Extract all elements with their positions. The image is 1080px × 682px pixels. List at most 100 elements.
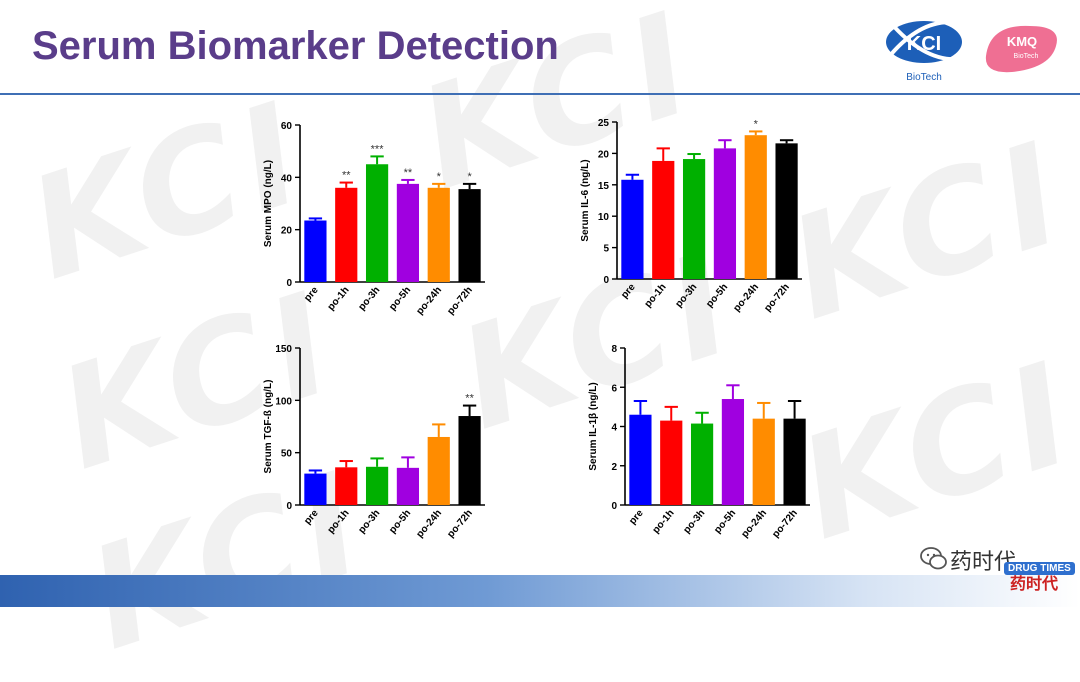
x-tick-label: po-72h <box>762 282 791 314</box>
significance-label: * <box>754 118 759 130</box>
bar-po-3h <box>365 164 389 282</box>
chart-tgfb: 0 50 100 150 Serum TGF-ß (ng/L) pre po-1h po-3h… <box>255 338 495 553</box>
chart-mpo: 0 20 40 60 Serum MPO (ng/L) pre ** po-1h *** po-3… <box>255 115 495 330</box>
bar-po-3h <box>365 466 389 505</box>
bar-po-3h <box>690 423 714 505</box>
chart-il6: 0 5 10 15 20 25 Serum IL-6 (ng/L) pre po-1h po-3h… <box>572 112 812 327</box>
kci-logo: KCI BioTech <box>886 20 967 83</box>
y-tick-label: 100 <box>275 396 292 407</box>
bar-po-1h <box>335 467 358 505</box>
y-tick-label: 8 <box>611 344 617 355</box>
bar-pre <box>304 220 327 282</box>
x-tick-label: po-24h <box>415 285 444 317</box>
bar-po-24h <box>427 187 450 282</box>
bar-po-72h <box>458 416 481 505</box>
bar-po-5h <box>713 148 737 279</box>
kmq-logo: KMQ BioTech <box>985 25 1057 73</box>
bar-po-24h <box>752 418 775 505</box>
y-axis-label: Serum IL-6 (ng/L) <box>580 159 591 241</box>
x-tick-label: po-3h <box>673 282 699 310</box>
title-divider <box>0 93 1080 95</box>
bar-po-1h <box>652 160 675 279</box>
x-tick-label: po-1h <box>326 508 352 536</box>
x-tick-label: pre <box>302 285 321 304</box>
page-title: Serum Biomarker Detection <box>32 24 559 68</box>
significance-label: * <box>467 171 472 183</box>
bar-po-5h <box>396 183 420 282</box>
x-tick-label: po-1h <box>651 508 677 536</box>
x-tick-label: po-24h <box>740 508 769 540</box>
kci-logo-swoosh <box>888 20 967 62</box>
kmq-logo-shape <box>985 25 1057 73</box>
bar-pre <box>629 414 652 505</box>
y-tick-label: 20 <box>598 149 610 160</box>
x-tick-label: pre <box>619 282 638 301</box>
watermark: KCI <box>781 330 1080 573</box>
wechat-brand: 药时代 DRUG TIMES 药时代 <box>920 544 1080 593</box>
bar-pre <box>621 179 644 279</box>
x-tick-label: po-24h <box>415 508 444 540</box>
bar-po-1h <box>660 420 683 505</box>
y-tick-label: 6 <box>611 383 617 394</box>
significance-label: * <box>437 171 442 183</box>
y-tick-label: 0 <box>286 501 292 512</box>
significance-label: ** <box>465 393 474 405</box>
y-tick-label: 40 <box>281 173 293 184</box>
x-tick-label: po-5h <box>387 508 413 536</box>
kci-logo-ellipse <box>886 21 962 63</box>
bar-po-24h <box>427 436 450 505</box>
x-tick-label: po-1h <box>643 282 669 310</box>
kmq-logo-text: KMQ <box>1007 34 1037 49</box>
x-tick-label: po-5h <box>712 508 738 536</box>
y-tick-label: 15 <box>598 181 610 192</box>
x-tick-label: po-24h <box>732 282 761 314</box>
y-tick-label: 25 <box>598 118 610 129</box>
x-tick-label: pre <box>302 508 321 527</box>
x-tick-label: po-1h <box>326 285 352 313</box>
chart-il1b: 0 2 4 6 8 Serum IL-1β (ng/L) pre po-1h po-3h po-5… <box>580 338 820 553</box>
bar-po-72h <box>775 143 798 279</box>
kci-logo-swoosh <box>886 20 965 60</box>
footer-bar <box>0 575 1080 607</box>
x-tick-label: pre <box>627 508 646 527</box>
y-tick-label: 60 <box>281 121 293 132</box>
y-tick-label: 20 <box>281 226 293 237</box>
significance-label: ** <box>404 167 413 179</box>
brand-subtitle: 药时代 <box>1010 576 1059 593</box>
chart-il6-svg: 0 5 10 15 20 25 Serum IL-6 (ng/L) pre po-1h po-3h… <box>580 118 802 314</box>
bar-po-72h <box>458 189 481 282</box>
kci-logo-subtext: BioTech <box>906 72 942 83</box>
x-tick-label: po-5h <box>704 282 730 310</box>
y-tick-label: 150 <box>275 344 292 355</box>
x-tick-label: po-5h <box>387 285 413 313</box>
y-tick-label: 2 <box>611 462 617 473</box>
y-tick-label: 0 <box>286 278 292 289</box>
x-tick-label: po-72h <box>770 508 799 540</box>
x-tick-label: po-72h <box>445 285 474 317</box>
bar-po-1h <box>335 187 358 282</box>
y-tick-label: 50 <box>281 449 293 460</box>
y-axis-label: Serum IL-1β (ng/L) <box>588 382 599 470</box>
y-tick-label: 0 <box>611 501 617 512</box>
x-tick-label: po-3h <box>681 508 707 536</box>
x-tick-label: po-72h <box>445 508 474 540</box>
significance-label: ** <box>342 170 351 182</box>
y-axis-label: Serum MPO (ng/L) <box>263 160 274 247</box>
bar-po-5h <box>721 399 745 505</box>
y-tick-label: 10 <box>598 212 610 223</box>
bar-pre <box>304 473 327 505</box>
bar-po-3h <box>682 159 706 279</box>
y-tick-label: 4 <box>611 423 617 434</box>
kci-logo-text: KCI <box>907 33 941 55</box>
bar-po-72h <box>783 418 806 505</box>
significance-label: *** <box>371 143 385 155</box>
chart-tgfb-svg: 0 50 100 150 Serum TGF-ß (ng/L) pre po-1h po-3h… <box>263 344 485 540</box>
x-tick-label: po-3h <box>356 285 382 313</box>
y-tick-label: 0 <box>603 275 609 286</box>
x-tick-label: po-3h <box>356 508 382 536</box>
y-tick-label: 5 <box>603 244 609 255</box>
watermark: KCI <box>771 110 1080 353</box>
kmq-logo-subtext: BioTech <box>1014 53 1039 60</box>
bar-po-5h <box>396 467 420 505</box>
